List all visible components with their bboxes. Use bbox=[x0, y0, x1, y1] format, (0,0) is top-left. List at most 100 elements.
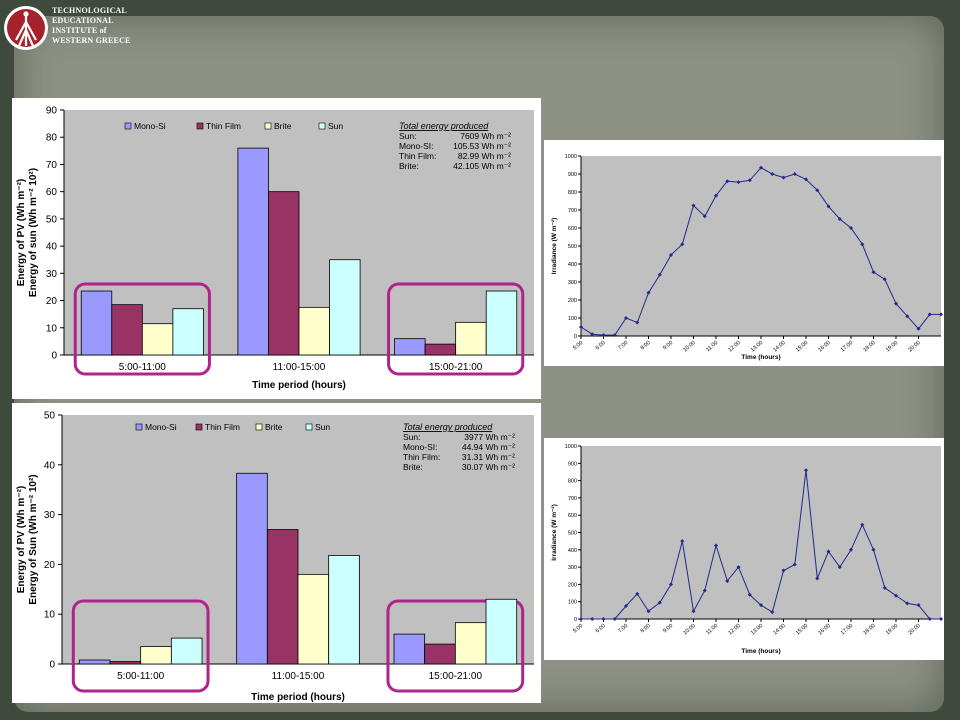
data-point bbox=[612, 333, 617, 338]
x-tick-label: 12:00 bbox=[727, 340, 741, 353]
data-point bbox=[792, 562, 797, 567]
y-tick-label: 200 bbox=[568, 298, 577, 304]
institute-name-line-1: TECHNOLOGICAL bbox=[52, 6, 128, 15]
legend-label: Sun bbox=[328, 121, 343, 131]
data-point bbox=[837, 217, 842, 221]
x-tick-label: 11:00 bbox=[705, 340, 719, 353]
data-point bbox=[815, 576, 820, 581]
data-point bbox=[624, 604, 628, 609]
line-chart-top: 0 100 200 300 400 500 600 700 800 900 1000 5:00 6:00… bbox=[551, 154, 943, 361]
legend-swatch bbox=[255, 423, 263, 431]
institute-name: TECHNOLOGICAL EDUCATIONAL INSTITUTE of W… bbox=[52, 6, 131, 46]
data-point bbox=[759, 165, 763, 170]
data-point bbox=[882, 277, 887, 282]
data-point bbox=[759, 603, 763, 608]
data-point bbox=[882, 585, 887, 590]
data-point bbox=[905, 314, 910, 319]
highlight-frame bbox=[73, 282, 211, 376]
y-tick-label: 0 bbox=[49, 660, 55, 671]
x-tick-label: 14:00 bbox=[772, 340, 786, 353]
highlight-frame bbox=[387, 282, 525, 376]
data-point bbox=[916, 326, 921, 331]
chart-panel-line-bottom: 0 100 200 300 400 500 600 700 800 900 1000 5:00 6:00… bbox=[544, 438, 944, 660]
data-point bbox=[916, 603, 921, 608]
annotation-value: 31.31 Wh m⁻² bbox=[462, 452, 515, 462]
data-point bbox=[860, 242, 865, 247]
bar bbox=[329, 259, 361, 356]
y-tick-label: 700 bbox=[568, 208, 577, 214]
data-point bbox=[905, 601, 910, 606]
data-point bbox=[792, 172, 797, 176]
y-axis-title-line: Energy of Sun (Wh m⁻² 10²) bbox=[28, 474, 39, 604]
data-point bbox=[826, 204, 831, 209]
legend-swatch bbox=[305, 423, 313, 431]
x-tick-label: 10:00 bbox=[682, 623, 696, 636]
bar bbox=[328, 555, 360, 665]
y-tick-label: 30 bbox=[44, 510, 56, 521]
data-point bbox=[601, 617, 606, 621]
x-tick-label: 8:00 bbox=[640, 340, 652, 351]
y-axis-title-line: Energy of PV (Wh m⁻²) bbox=[16, 486, 27, 594]
x-tick-label: 14:00 bbox=[772, 623, 786, 636]
data-point bbox=[894, 593, 898, 598]
x-tick-label: 17:00 bbox=[840, 623, 854, 636]
data-point bbox=[680, 539, 685, 544]
y-tick-label: 900 bbox=[568, 172, 577, 178]
x-tick-label: 20:00 bbox=[907, 623, 921, 636]
x-tick-label: 10:00 bbox=[682, 340, 696, 353]
data-point bbox=[702, 588, 707, 593]
data-point bbox=[612, 617, 617, 621]
bar bbox=[424, 643, 456, 665]
data-point bbox=[714, 193, 718, 198]
highlight-frame bbox=[71, 599, 210, 693]
annotation-label: Thin Film: bbox=[403, 452, 440, 462]
bar bbox=[424, 343, 457, 356]
x-tick-label: 11:00 bbox=[705, 623, 719, 636]
annotation-label: Brite: bbox=[403, 462, 423, 472]
data-point bbox=[736, 565, 741, 570]
chart-panel-bar-top: 0 10 20 30 40 50 60 70 80 90 5:00-11:00 11:00-15:00… bbox=[12, 98, 541, 399]
data-point bbox=[725, 578, 730, 583]
y-tick-label: 800 bbox=[568, 479, 577, 485]
y-tick-label: 300 bbox=[568, 565, 577, 571]
data-point bbox=[725, 179, 730, 184]
data-point bbox=[691, 203, 696, 208]
annotation-value: 7609 Wh m⁻² bbox=[460, 131, 511, 141]
x-tick-label: 16:00 bbox=[817, 623, 831, 636]
x-tick-label: 18:00 bbox=[862, 623, 876, 636]
data-point bbox=[939, 312, 943, 317]
x-tick-label: 12:00 bbox=[727, 623, 741, 636]
data-point bbox=[579, 617, 583, 621]
annotation-value: 3977 Wh m⁻² bbox=[464, 432, 515, 442]
data-point bbox=[601, 333, 606, 338]
x-axis-title: Time (hours) bbox=[741, 648, 780, 655]
bar bbox=[298, 306, 330, 356]
x-tick-label: 19:00 bbox=[885, 340, 899, 353]
annotation-label: Mono-SI: bbox=[399, 141, 434, 151]
legend-swatch bbox=[135, 423, 143, 431]
y-tick-label: 400 bbox=[568, 548, 577, 554]
annotation-value: 105.53 Wh m⁻² bbox=[453, 141, 511, 151]
x-tick-label: 8:00 bbox=[640, 623, 652, 634]
bar bbox=[485, 290, 518, 356]
data-point bbox=[702, 214, 707, 219]
x-axis-title: Time period (hours) bbox=[251, 692, 345, 703]
x-tick-label: 19:00 bbox=[885, 623, 899, 636]
data-point bbox=[837, 565, 842, 570]
y-tick-label: 0 bbox=[574, 617, 577, 623]
data-point bbox=[646, 290, 651, 295]
data-point bbox=[860, 522, 865, 527]
chart-panel-bar-bottom: 0 10 20 30 40 50 5:00-11:00 11:00-15:00 15:00-21… bbox=[12, 403, 541, 703]
y-axis-title: Irradiance (W m⁻²) bbox=[551, 218, 558, 275]
y-tick-label: 1000 bbox=[565, 444, 577, 450]
x-tick-label: 9:00 bbox=[662, 623, 674, 634]
legend-label: Thin Film bbox=[206, 121, 241, 131]
bar bbox=[454, 622, 487, 665]
bar bbox=[111, 304, 143, 356]
x-tick-label: 6:00 bbox=[595, 623, 607, 634]
x-tick-label: 9:00 bbox=[662, 340, 674, 351]
institute-name-line-3: INSTITUTE of bbox=[52, 26, 107, 35]
institute-emblem-icon bbox=[4, 6, 48, 50]
x-category-label: 15:00-21:00 bbox=[429, 362, 483, 373]
y-tick-label: 30 bbox=[46, 269, 58, 280]
